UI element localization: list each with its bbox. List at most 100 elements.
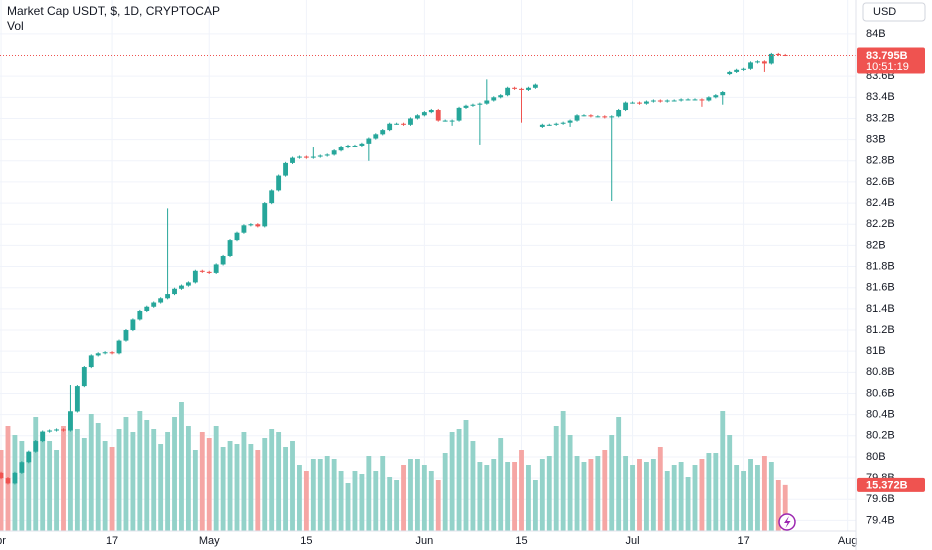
volume-bar [137, 411, 143, 531]
candle-body [505, 87, 511, 96]
candle-body [220, 255, 226, 265]
volume-bar [359, 474, 365, 531]
volume-bar [685, 477, 691, 531]
candle-body [109, 352, 115, 354]
volume-bar [748, 459, 753, 531]
volume-bar [19, 441, 25, 531]
volume-bar [234, 444, 240, 531]
candle-body [637, 102, 642, 104]
volume-bar [401, 465, 406, 531]
candle-body [359, 143, 365, 146]
candle-body [560, 122, 566, 124]
candle-body [185, 282, 191, 286]
candle-body [526, 87, 531, 90]
candle-body [206, 271, 212, 273]
candle-body [755, 61, 760, 63]
volume-bar [199, 432, 205, 531]
candle-body [761, 61, 767, 64]
x-tick-label: 15 [300, 535, 312, 547]
candle-body [442, 120, 448, 122]
x-tick-label: May [199, 535, 220, 547]
volume-bar [643, 462, 649, 531]
volume-bar [657, 447, 663, 531]
candle-body [720, 92, 726, 96]
x-tick-label: Aug [838, 535, 858, 547]
volume-bar [602, 450, 608, 531]
volume-bar [713, 453, 719, 531]
y-tick-label: 84B [866, 28, 886, 40]
volume-bar [255, 450, 261, 531]
volume-bar [595, 456, 601, 531]
candle-body [408, 118, 413, 125]
candle-body [352, 145, 358, 147]
volume-bar [26, 453, 32, 531]
volume-bar [484, 465, 490, 531]
x-tick-label: 15 [515, 535, 527, 547]
volume-bar [553, 426, 559, 531]
volume-bar [144, 420, 150, 531]
volume-bar [470, 441, 476, 531]
volume-bar [331, 459, 337, 531]
candle-body [303, 156, 309, 158]
candle-body [671, 100, 677, 102]
volume-bar [630, 465, 635, 531]
candle-body [643, 101, 649, 104]
volume-layer [0, 402, 788, 531]
candle-body [331, 150, 337, 155]
last-volume-label: 15.372B [866, 479, 908, 491]
candle-body [172, 288, 177, 295]
volume-bar [297, 465, 302, 531]
volume-bar [109, 447, 115, 531]
volume-bar [310, 459, 316, 531]
candle-body [706, 97, 712, 101]
volume-bar [179, 402, 184, 531]
volume-bar [366, 456, 372, 531]
candle-body [588, 115, 594, 117]
y-tick-label: 81.4B [866, 303, 895, 315]
volume-bar [47, 441, 53, 531]
volume-bar [123, 417, 129, 531]
volume-bar [81, 438, 87, 531]
candle-body [255, 224, 261, 227]
y-tick-label: 79.4B [866, 514, 895, 526]
y-tick-label: 81.8B [866, 260, 895, 272]
volume-bar [220, 447, 226, 531]
candle-body [68, 411, 73, 431]
candle-body [130, 319, 136, 331]
volume-bar [185, 426, 191, 531]
volume-bar [588, 459, 594, 531]
candle-body [401, 123, 406, 125]
candle-body [5, 478, 11, 484]
candle-body [88, 355, 94, 368]
candle-body [602, 116, 608, 118]
volume-bar [560, 411, 566, 531]
volume-bar [775, 480, 781, 531]
volume-bar [88, 414, 94, 531]
candle-body [213, 264, 219, 273]
grid [0, 0, 856, 531]
candle-body [616, 110, 622, 117]
candle-body [26, 451, 32, 463]
volume-bar [248, 444, 254, 531]
candle-body [512, 87, 518, 89]
currency-button[interactable] [862, 2, 926, 22]
y-tick-label: 80.6B [866, 387, 895, 399]
volume-bar [345, 483, 351, 531]
x-tick-label: pr [0, 535, 6, 547]
candle-body [768, 53, 774, 64]
candle-body [276, 175, 282, 191]
y-tick-label: 83.2B [866, 112, 895, 124]
candle-body [581, 115, 587, 117]
y-tick-label: 80B [866, 451, 886, 463]
candle-body [345, 145, 351, 148]
candle-body [553, 123, 559, 125]
candle-body [95, 353, 101, 356]
volume-bar [442, 453, 448, 531]
candle-body [297, 156, 302, 158]
currency-label: USD [873, 6, 896, 18]
candle-body [151, 302, 157, 307]
volume-bar [276, 432, 282, 531]
volume-bar [172, 417, 177, 531]
volume-bar [692, 465, 698, 531]
candle-body [546, 124, 552, 126]
